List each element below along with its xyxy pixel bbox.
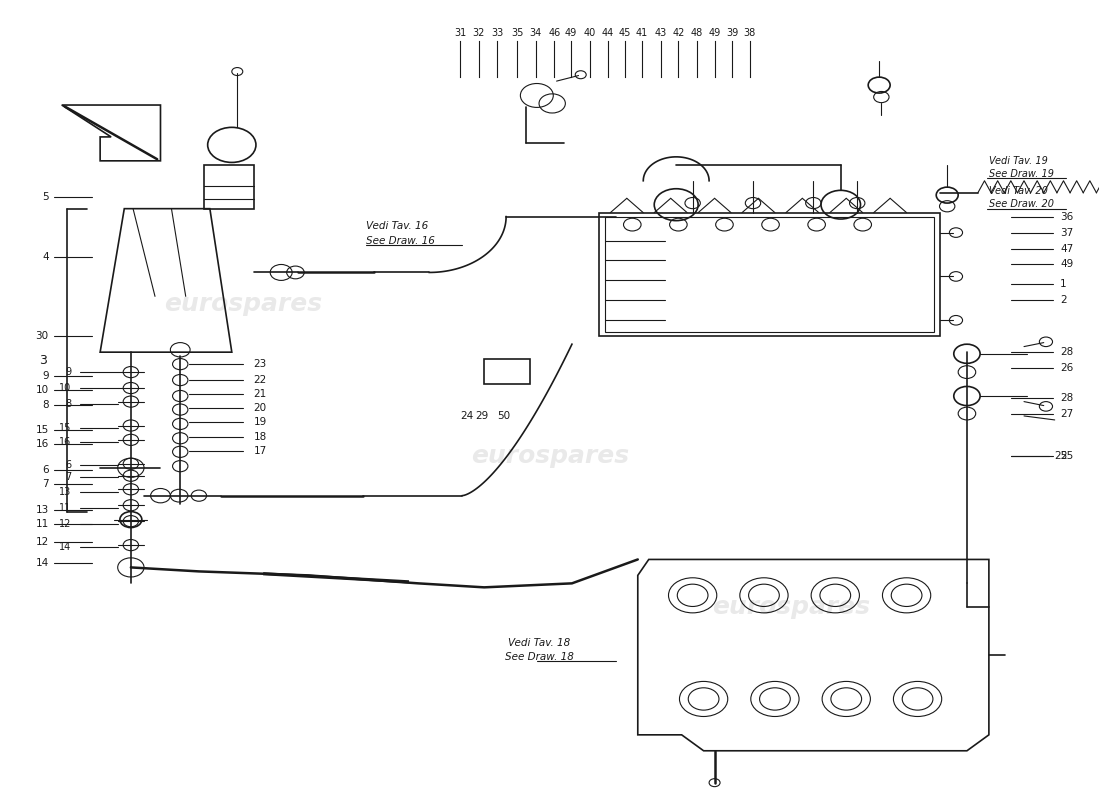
Text: 8: 8: [66, 399, 72, 409]
Text: 37: 37: [1060, 227, 1074, 238]
Text: 12: 12: [59, 518, 72, 529]
Text: 9: 9: [42, 371, 48, 381]
Text: 11: 11: [59, 502, 72, 513]
Text: 10: 10: [35, 386, 48, 395]
Text: Vedi Tav. 19: Vedi Tav. 19: [989, 156, 1048, 166]
Text: 48: 48: [691, 28, 703, 38]
Text: 32: 32: [473, 28, 485, 38]
Text: 49: 49: [1060, 259, 1074, 270]
Text: 46: 46: [548, 28, 561, 38]
Text: 20: 20: [254, 403, 267, 413]
Text: 27: 27: [1060, 410, 1074, 419]
Text: Vedi Tav. 20: Vedi Tav. 20: [989, 186, 1048, 196]
Text: 15: 15: [35, 426, 48, 435]
Text: 2: 2: [1060, 295, 1067, 306]
Text: 5: 5: [42, 192, 48, 202]
Text: 14: 14: [59, 542, 72, 553]
Text: 26: 26: [1060, 363, 1074, 373]
Text: 44: 44: [602, 28, 614, 38]
Text: 13: 13: [59, 486, 72, 497]
Text: 28: 28: [1060, 394, 1074, 403]
Text: See Draw. 19: See Draw. 19: [989, 169, 1054, 178]
Text: 39: 39: [726, 28, 738, 38]
Text: 30: 30: [35, 331, 48, 342]
Text: See Draw. 20: See Draw. 20: [989, 199, 1054, 209]
Text: 49: 49: [708, 28, 720, 38]
Text: 33: 33: [492, 28, 504, 38]
Text: 16: 16: [35, 439, 48, 449]
Text: 22: 22: [254, 375, 267, 385]
Text: 18: 18: [254, 432, 267, 442]
Text: 25: 25: [1055, 451, 1068, 461]
Text: 12: 12: [35, 537, 48, 547]
Text: 11: 11: [35, 518, 48, 529]
Text: eurospares: eurospares: [713, 595, 870, 619]
Text: 24: 24: [460, 411, 473, 421]
Text: 36: 36: [1060, 212, 1074, 222]
Text: 13: 13: [35, 505, 48, 515]
Text: 41: 41: [636, 28, 648, 38]
Text: 23: 23: [254, 359, 267, 369]
Text: 3: 3: [40, 354, 47, 366]
Text: 29: 29: [475, 411, 488, 421]
Text: 7: 7: [42, 478, 48, 489]
Text: 45: 45: [618, 28, 630, 38]
Text: eurospares: eurospares: [471, 444, 629, 468]
Text: 47: 47: [1060, 243, 1074, 254]
Text: See Draw. 18: See Draw. 18: [505, 652, 573, 662]
Text: 7: 7: [65, 472, 72, 482]
Text: 6: 6: [66, 460, 72, 470]
Text: 31: 31: [454, 28, 466, 38]
Bar: [484, 358, 530, 384]
Text: 40: 40: [583, 28, 595, 38]
Text: 42: 42: [672, 28, 684, 38]
Text: 1: 1: [1060, 279, 1067, 290]
Bar: [600, 213, 939, 336]
Text: 19: 19: [254, 418, 267, 427]
Text: 4: 4: [42, 251, 48, 262]
Text: 35: 35: [510, 28, 524, 38]
Text: 21: 21: [254, 389, 267, 398]
Text: 8: 8: [42, 400, 48, 410]
Text: 15: 15: [59, 423, 72, 433]
Text: 50: 50: [497, 411, 510, 421]
Text: 49: 49: [564, 28, 578, 38]
Text: 38: 38: [744, 28, 756, 38]
Bar: [205, 165, 254, 209]
Text: 25: 25: [1060, 451, 1074, 461]
Text: 43: 43: [654, 28, 667, 38]
Text: Vedi Tav. 16: Vedi Tav. 16: [365, 222, 428, 231]
Text: See Draw. 16: See Draw. 16: [365, 235, 435, 246]
Text: 17: 17: [254, 446, 267, 456]
Text: 34: 34: [529, 28, 542, 38]
Text: 14: 14: [35, 558, 48, 569]
Text: Vedi Tav. 18: Vedi Tav. 18: [508, 638, 570, 648]
Text: 6: 6: [42, 465, 48, 475]
Text: 10: 10: [59, 383, 72, 393]
Text: 9: 9: [66, 367, 72, 377]
Text: 28: 28: [1060, 347, 1074, 357]
Bar: [605, 217, 934, 332]
Text: 16: 16: [59, 438, 72, 447]
Text: eurospares: eurospares: [164, 292, 322, 316]
